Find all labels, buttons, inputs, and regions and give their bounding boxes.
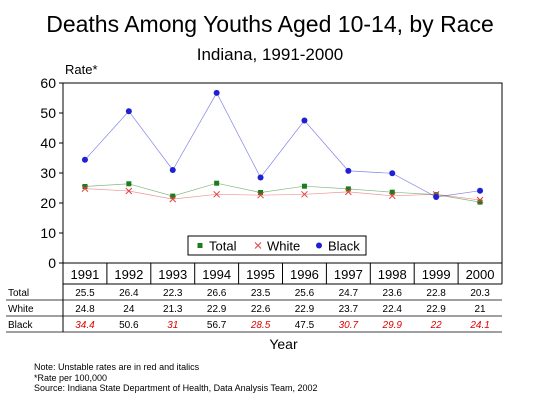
table-cell: 50.6 <box>119 320 139 331</box>
table-cell: 21 <box>474 304 486 315</box>
black-point <box>169 167 176 173</box>
black-point <box>433 194 440 200</box>
y-tick-label: 50 <box>40 105 56 121</box>
black-point <box>257 174 264 181</box>
table-cell: 30.7 <box>339 320 359 331</box>
table-cell: 28.5 <box>250 320 271 331</box>
table-cell: 23.7 <box>339 304 359 315</box>
series-line-total <box>84 182 481 203</box>
white-point <box>169 195 177 203</box>
table-row-header: Black <box>8 320 33 331</box>
chart-title: Deaths Among Youths Aged 10-14, by Race <box>46 11 494 37</box>
white-point <box>388 192 396 200</box>
table-cell: 24 <box>123 304 135 315</box>
table-cell: 22.9 <box>295 304 315 315</box>
table-cell: 47.5 <box>295 320 315 331</box>
white-point <box>125 187 133 195</box>
table-cell: 22.6 <box>251 304 271 315</box>
table-cell: 21.3 <box>163 304 183 315</box>
x-tick-label: 1998 <box>378 267 407 282</box>
y-axis-title: Rate* <box>65 62 98 77</box>
white-point <box>213 190 221 198</box>
black-point <box>125 108 132 115</box>
table-row-header: White <box>8 304 34 315</box>
black-point <box>81 156 88 163</box>
legend <box>187 235 367 256</box>
table-cell: 25.5 <box>75 288 95 299</box>
x-tick-label: 2000 <box>466 267 495 282</box>
legend-marker-black <box>316 242 322 249</box>
table-cell: 26.4 <box>119 288 139 299</box>
table-cell: 56.7 <box>207 320 227 331</box>
y-tick-label: 40 <box>40 135 56 151</box>
note-source: Source: Indiana State Department of Heal… <box>34 383 318 393</box>
total-point <box>345 186 351 192</box>
table-cell: 20.3 <box>470 288 490 299</box>
x-axis-title: Year <box>269 336 298 352</box>
y-tick-label: 30 <box>40 165 56 181</box>
table-cell: 25.6 <box>295 288 315 299</box>
white-point <box>257 191 264 199</box>
table-cell: 24.8 <box>75 304 95 315</box>
legend-label-black: Black <box>328 239 360 254</box>
total-point <box>389 189 395 195</box>
note-unstable: Note: Unstable rates are in red and ital… <box>34 362 200 372</box>
table-cell: 22 <box>430 320 443 331</box>
white-point <box>301 190 308 198</box>
black-point <box>213 89 220 96</box>
table-cell: 22.4 <box>383 304 403 315</box>
y-tick-label: 0 <box>48 255 56 271</box>
chart-subtitle: Indiana, 1991-2000 <box>196 45 344 64</box>
legend-marker-total <box>197 243 203 248</box>
black-point <box>345 167 352 174</box>
series-line-black <box>84 92 481 198</box>
white-point <box>81 185 89 192</box>
y-tick-label: 60 <box>40 75 56 91</box>
table-cell: 23.6 <box>383 288 403 299</box>
x-tick-label: 1997 <box>334 267 363 282</box>
x-tick-label: 1996 <box>290 267 319 282</box>
total-point <box>258 190 264 195</box>
total-point <box>82 184 88 189</box>
table-cell: 31 <box>167 320 178 331</box>
table-cell: 23.5 <box>251 288 271 299</box>
x-tick-label: 1991 <box>70 267 99 282</box>
table-cell: 22.9 <box>207 304 227 315</box>
table-row-header: Total <box>8 288 29 299</box>
black-point <box>389 170 396 177</box>
x-tick-label: 1999 <box>422 267 451 282</box>
total-point <box>301 183 307 189</box>
table-cell: 24.7 <box>339 288 359 299</box>
table-cell: 22.8 <box>426 288 446 299</box>
table-cell: 22.9 <box>426 304 446 315</box>
legend-label-total: Total <box>209 239 237 254</box>
y-tick-label: 20 <box>40 195 56 211</box>
table-cell: 26.6 <box>207 288 227 299</box>
legend-marker-white <box>254 242 262 249</box>
table-cell: 34.4 <box>75 320 95 331</box>
legend-label-white: White <box>267 239 300 254</box>
black-point <box>301 117 308 124</box>
footnotes: Note: Unstable rates are in red and ital… <box>34 362 318 394</box>
total-point <box>477 199 483 205</box>
white-point <box>344 188 352 196</box>
table-cell: 24.1 <box>469 320 489 331</box>
total-point <box>126 181 132 187</box>
x-tick-label: 1992 <box>114 267 143 282</box>
total-point <box>214 180 220 186</box>
x-tick-label: 1993 <box>158 267 187 282</box>
total-point <box>170 193 176 199</box>
white-point <box>476 196 484 204</box>
note-rate: *Rate per 100,000 <box>34 372 108 383</box>
table-cell: 22.3 <box>163 288 183 299</box>
black-point <box>477 187 484 194</box>
table-cell: 29.9 <box>382 320 403 331</box>
x-tick-label: 1995 <box>246 267 275 282</box>
y-tick-label: 10 <box>40 225 56 241</box>
x-tick-label: 1994 <box>202 267 231 282</box>
series-line-white <box>84 188 481 201</box>
